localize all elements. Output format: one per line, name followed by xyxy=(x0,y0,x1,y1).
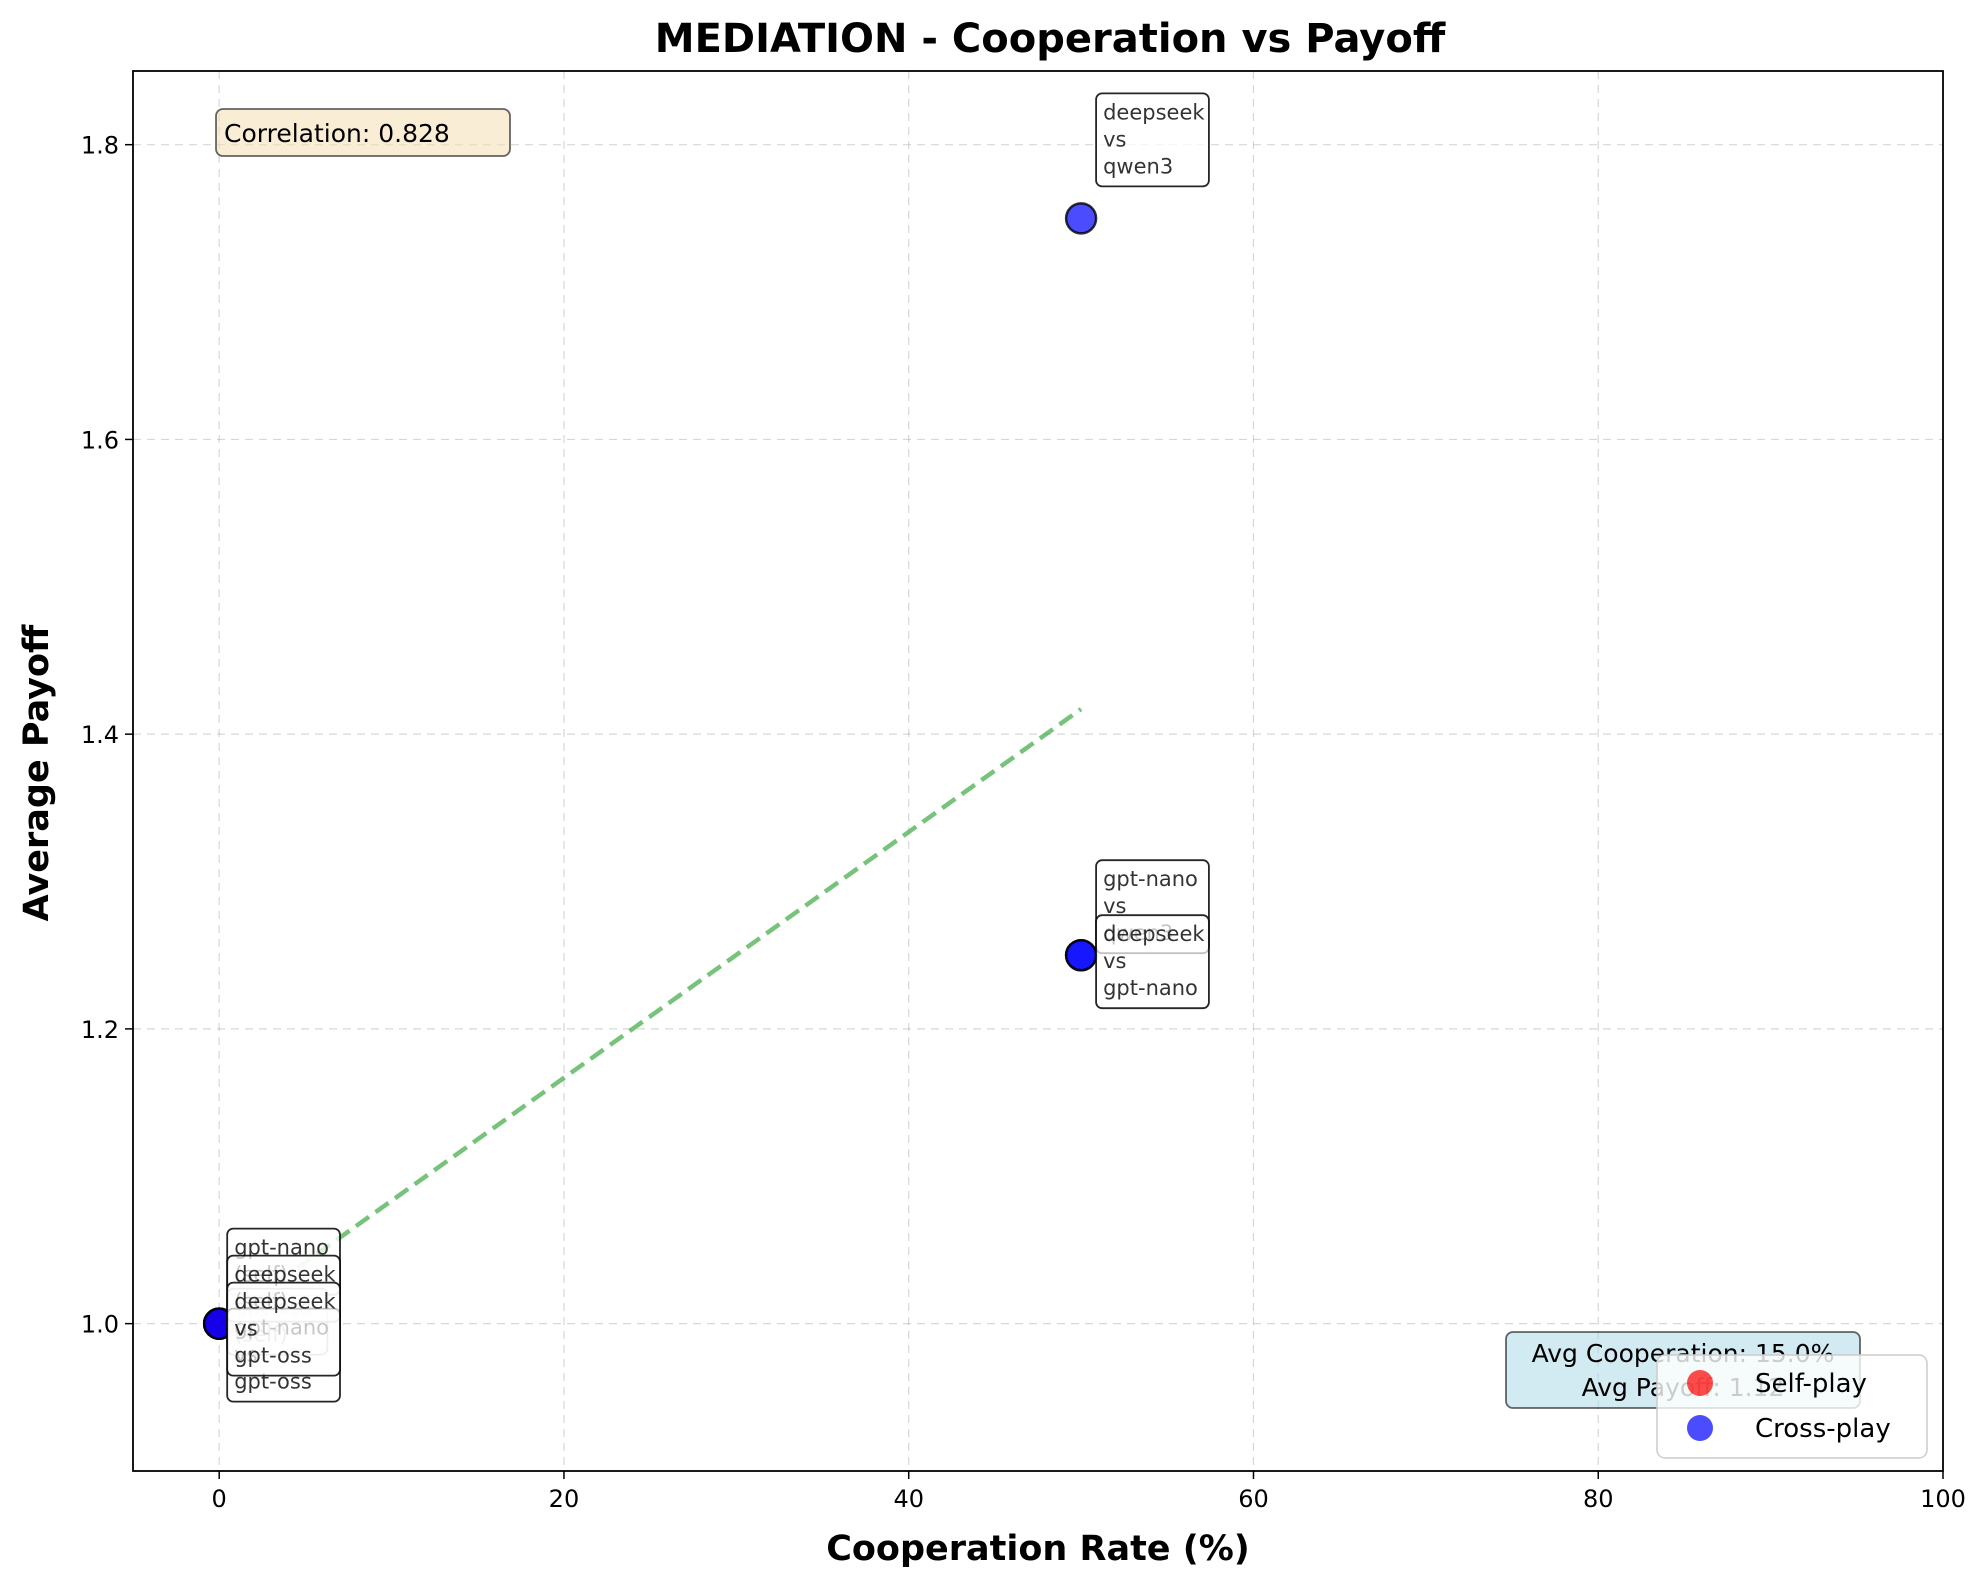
point-label-text: deepseek xyxy=(234,1290,336,1314)
point-label: deepseek vs qwen3 xyxy=(1095,92,1210,188)
y-tick-label: 1.4 xyxy=(81,721,119,749)
x-tick-label: 100 xyxy=(1920,1485,1966,1513)
x-tick-label: 20 xyxy=(549,1485,580,1513)
point-label-text: vs xyxy=(234,1317,257,1341)
point-label: deepseek vs gpt-oss xyxy=(226,1281,341,1377)
legend-box xyxy=(1656,1354,1928,1459)
x-tick-label: 80 xyxy=(1583,1485,1614,1513)
point-label-text: qwen3 xyxy=(1103,154,1173,178)
x-tick-label: 40 xyxy=(893,1485,924,1513)
x-axis-label: Cooperation Rate (%) xyxy=(826,1529,1250,1569)
point-label-text: vs xyxy=(1103,949,1126,973)
point-label: deepseek vs gpt-nano xyxy=(1095,914,1210,1010)
correlation-box xyxy=(215,108,511,157)
y-tick-label: 1.8 xyxy=(81,132,119,160)
point-label-text: deepseek xyxy=(1103,100,1205,124)
x-tick-label: 0 xyxy=(212,1485,227,1513)
point-label-text: vs xyxy=(1103,127,1126,151)
legend-marker xyxy=(1687,1370,1713,1396)
legend: Self-play Cross-play xyxy=(1656,1354,1928,1459)
point-label-box xyxy=(226,1281,341,1377)
legend-label: Self-play xyxy=(1755,1369,1867,1399)
y-tick-label: 1.2 xyxy=(81,1016,119,1044)
cross-play-point xyxy=(1064,202,1098,235)
point-label-text: gpt-nano xyxy=(1103,867,1198,891)
point-label-text: gpt-oss xyxy=(234,1344,312,1368)
point-label-text: gpt-nano xyxy=(1103,976,1198,1000)
axes: 0 20 40 60 80 100 1.0 1.2 1.4 1.6 1.8 xyxy=(81,70,1966,1513)
point-label-box xyxy=(1095,914,1210,1010)
chart-title: MEDIATION - Cooperation vs Payoff xyxy=(655,16,1446,62)
plot-frame xyxy=(132,70,1944,1472)
y-tick-label: 1.0 xyxy=(81,1311,119,1339)
trendline-group xyxy=(217,707,1083,1326)
point-label-text: vs xyxy=(1103,894,1126,918)
y-axis-label: Average Payoff xyxy=(17,624,57,921)
point-labels: gpt-nano(self)gpt-oss(self)deepseek(self… xyxy=(226,92,1210,1403)
correlation-text: Correlation: 0.828 xyxy=(224,119,450,148)
y-tick-label: 1.6 xyxy=(81,426,119,454)
point-label-text: deepseek xyxy=(1103,922,1205,946)
trendline xyxy=(217,707,1083,1326)
cross-play-point xyxy=(1064,938,1098,972)
x-tick-label: 60 xyxy=(1238,1485,1269,1513)
point-label-box xyxy=(1095,92,1210,188)
legend-marker xyxy=(1687,1415,1713,1441)
legend-label: Cross-play xyxy=(1755,1414,1891,1444)
